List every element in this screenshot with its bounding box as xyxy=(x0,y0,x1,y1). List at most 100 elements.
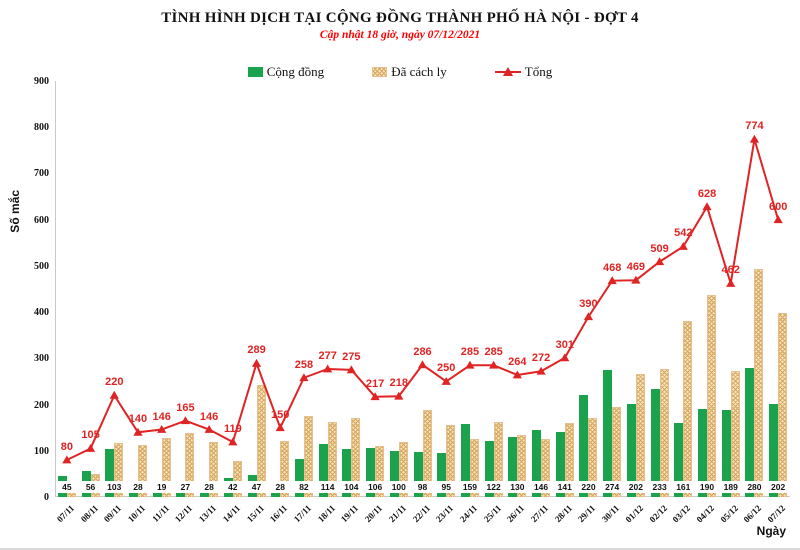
quarantine-bar xyxy=(327,421,337,497)
quarantine-bar xyxy=(375,445,385,497)
total-marker xyxy=(536,366,546,375)
quarantine-bar xyxy=(185,433,195,497)
community-value-label: 146 xyxy=(530,481,552,493)
total-marker xyxy=(275,423,285,432)
total-marker xyxy=(678,241,688,250)
quarantine-bar xyxy=(303,415,313,497)
community-bar xyxy=(105,449,115,497)
quarantine-bar xyxy=(209,442,219,497)
community-value-label: 190 xyxy=(696,481,718,493)
y-tick-label: 400 xyxy=(34,307,49,319)
total-value-label: 301 xyxy=(555,338,574,351)
total-marker xyxy=(465,360,475,369)
total-value-label: 165 xyxy=(176,401,195,414)
community-swatch-icon xyxy=(247,67,263,77)
y-tick-label: 800 xyxy=(34,122,49,134)
quarantine-bar xyxy=(564,423,574,497)
quarantine-bar xyxy=(635,373,645,497)
total-value-label: 105 xyxy=(81,429,100,442)
community-bar xyxy=(603,370,613,497)
quarantine-bar xyxy=(280,440,290,497)
quarantine-bar xyxy=(232,461,242,497)
legend-label-community: Cộng đồng xyxy=(266,64,325,79)
community-bar xyxy=(698,409,708,497)
chart-title: TÌNH HÌNH DỊCH TẠI CỘNG ĐỒNG THÀNH PHỐ H… xyxy=(161,10,639,26)
quarantine-bar xyxy=(351,417,361,497)
community-bar xyxy=(579,395,589,497)
total-marker xyxy=(299,373,309,382)
community-bar xyxy=(532,429,542,497)
total-marker xyxy=(346,365,356,374)
community-bar xyxy=(508,436,518,497)
community-value-label: 159 xyxy=(459,481,481,493)
total-value-label: 80 xyxy=(60,441,73,454)
community-value-label: 28 xyxy=(198,481,220,493)
community-bar xyxy=(721,409,731,497)
quarantine-bar xyxy=(137,445,147,497)
legend-label-total: Tổng xyxy=(524,64,553,79)
y-tick-label: 600 xyxy=(34,214,49,226)
legend-label-quarantine: Đã cách ly xyxy=(391,64,447,79)
total-marker xyxy=(583,312,594,321)
total-value-label: 272 xyxy=(531,352,551,365)
community-bar xyxy=(318,444,328,497)
community-bar xyxy=(437,453,447,497)
total-marker xyxy=(85,443,96,452)
total-value-label: 119 xyxy=(223,422,242,435)
total-marker xyxy=(323,364,333,373)
total-marker xyxy=(702,202,712,211)
total-marker xyxy=(631,275,641,284)
total-value-label: 220 xyxy=(105,376,124,389)
community-bar xyxy=(342,448,352,497)
community-value-label: 45 xyxy=(56,481,78,493)
total-marker xyxy=(109,390,119,399)
quarantine-bar xyxy=(493,421,503,497)
community-value-label: 104 xyxy=(340,481,362,493)
community-bar xyxy=(460,423,470,497)
total-value-label: 286 xyxy=(413,345,432,358)
total-value-label: 509 xyxy=(650,242,669,255)
total-marker xyxy=(654,257,665,266)
total-marker xyxy=(251,358,262,367)
total-value-label: 250 xyxy=(437,362,456,375)
community-value-label: 130 xyxy=(506,481,528,493)
total-value-label: 146 xyxy=(199,410,219,423)
quarantine-bar xyxy=(161,438,171,497)
total-value-label: 146 xyxy=(152,410,171,423)
total-value-label: 264 xyxy=(508,355,527,368)
y-tick-label: 900 xyxy=(34,76,49,87)
total-value-label: 468 xyxy=(602,261,622,274)
total-marker xyxy=(512,370,522,379)
community-value-label: 141 xyxy=(554,481,576,493)
legend-item-quarantine: Đã cách ly xyxy=(372,64,447,80)
total-value-label: 150 xyxy=(271,408,290,421)
y-tick-label: 0 xyxy=(44,492,49,503)
community-value-label: 220 xyxy=(577,481,599,493)
total-value-label: 774 xyxy=(745,120,764,133)
community-value-label: 202 xyxy=(767,481,789,493)
total-marker xyxy=(749,134,760,143)
total-value-label: 275 xyxy=(342,350,361,363)
quarantine-bar xyxy=(778,313,788,497)
community-value-label: 106 xyxy=(364,481,386,493)
total-marker xyxy=(204,425,214,433)
community-bar xyxy=(413,451,423,497)
total-value-label: 390 xyxy=(579,297,598,310)
total-marker xyxy=(394,391,404,400)
total-value-label: 469 xyxy=(626,261,646,274)
quarantine-bar xyxy=(469,438,479,497)
y-tick-label: 100 xyxy=(34,445,49,457)
quarantine-bar xyxy=(541,438,551,497)
community-value-label: 161 xyxy=(672,481,694,493)
community-value-label: 114 xyxy=(317,481,339,493)
quarantine-bar xyxy=(659,369,669,497)
total-marker xyxy=(441,376,451,385)
total-value-label: 462 xyxy=(721,264,740,277)
community-value-label: 42 xyxy=(222,481,244,493)
community-bar xyxy=(555,431,565,497)
total-marker xyxy=(773,215,783,224)
total-marker xyxy=(489,360,499,369)
total-value-label: 217 xyxy=(365,377,385,390)
